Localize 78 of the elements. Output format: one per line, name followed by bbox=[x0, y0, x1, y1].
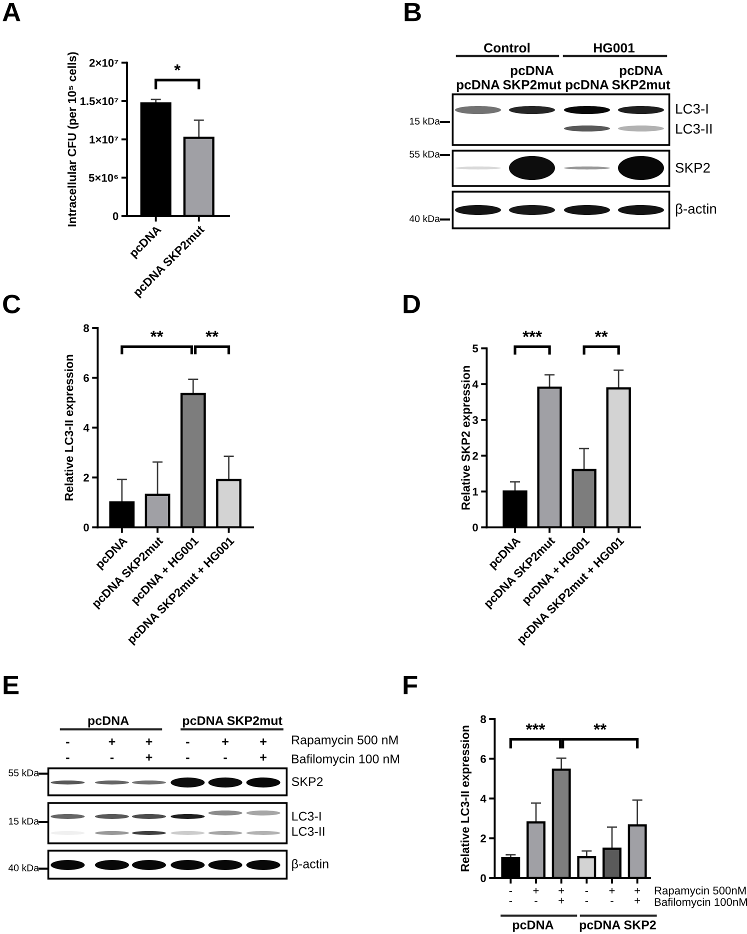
text: LC3-I bbox=[676, 104, 708, 114]
chart-title: A bbox=[2, 2, 20, 22]
annotation: ** bbox=[594, 724, 607, 730]
text: LC3-I bbox=[292, 812, 321, 821]
chart-title: C bbox=[3, 294, 20, 314]
text: β-actin bbox=[292, 859, 328, 871]
text: 55 kDa bbox=[8, 769, 39, 776]
y-tick-label: 0 bbox=[472, 524, 478, 532]
x-tick-label: + - bbox=[609, 888, 615, 902]
text: pcDNA SKP2 bbox=[580, 920, 656, 932]
category-label: + + bbox=[260, 738, 266, 761]
chart-title: F bbox=[404, 676, 418, 694]
annotation: ** bbox=[150, 330, 164, 338]
text: *** bbox=[522, 330, 542, 338]
y-tick-label: 5 bbox=[472, 344, 478, 352]
category-label: - - bbox=[186, 742, 190, 760]
y-axis-title: Relative LC3-II expression bbox=[64, 354, 76, 500]
x-tick-label: + + bbox=[558, 888, 564, 904]
category-label: + - bbox=[222, 738, 228, 760]
y-tick-label: 6 bbox=[84, 374, 89, 382]
y-tick-label: 2 bbox=[84, 474, 89, 482]
text: HG001 bbox=[594, 43, 635, 53]
text: pcDNA bbox=[88, 716, 129, 728]
y-tick-label: 1.5×10⁷ bbox=[80, 97, 118, 106]
annotation: ** bbox=[206, 330, 219, 338]
text: ** bbox=[594, 330, 608, 338]
y-tick-label: 2 bbox=[472, 452, 478, 460]
text: B bbox=[404, 2, 421, 22]
text: 15 kDa bbox=[410, 117, 440, 125]
text: β-actin bbox=[676, 204, 716, 216]
x-tick-label: + - bbox=[533, 888, 539, 902]
y-tick-label: 6 bbox=[480, 755, 486, 763]
y-tick-label: 4 bbox=[472, 380, 478, 388]
y-axis-title: Relative SKP2 expression bbox=[461, 366, 472, 510]
text: Bafilomycin 100nM bbox=[654, 898, 747, 908]
text: pcDNA SKP2mut bbox=[183, 716, 282, 728]
text: Control bbox=[484, 42, 530, 53]
y-tick-label: 2 bbox=[480, 834, 486, 842]
y-tick-label: 4 bbox=[480, 794, 486, 803]
text: 40 kDa bbox=[409, 214, 440, 222]
y-tick-label: 2×10⁷ bbox=[89, 58, 118, 67]
category-label: pcDNA bbox=[566, 80, 609, 92]
y-axis-title: Intracellular CFU (per 10⁵ cells) bbox=[67, 52, 78, 226]
category-label: pcDNA bbox=[456, 80, 500, 92]
text: Rapamycin 500nM bbox=[654, 886, 746, 897]
text: pcDNA bbox=[512, 920, 554, 932]
text: SKP2 bbox=[676, 162, 710, 173]
text: 55 kDa bbox=[410, 150, 440, 158]
y-tick-label: 3 bbox=[472, 416, 478, 424]
y-axis-title: Relative LC3-II expression bbox=[460, 726, 472, 872]
x-tick-label: - - bbox=[585, 891, 588, 902]
y-tick-label: 0 bbox=[84, 524, 89, 532]
text: E bbox=[4, 676, 19, 694]
y-tick-label: 5×10⁶ bbox=[88, 174, 118, 182]
category-label: pcDNA SKP2mut bbox=[503, 66, 562, 90]
text: 40 kDa bbox=[8, 864, 39, 872]
y-tick-label: 4 bbox=[83, 424, 90, 432]
category-label: - - bbox=[66, 742, 70, 760]
category-label: pcDNA SKP2mut bbox=[612, 66, 670, 90]
y-tick-label: 0 bbox=[112, 212, 118, 220]
y-tick-label: 1×10⁷ bbox=[90, 136, 118, 144]
annotation: *** bbox=[526, 724, 546, 730]
annotation: * bbox=[174, 64, 181, 71]
text: SKP2 bbox=[292, 777, 323, 786]
category-label: + - bbox=[108, 738, 116, 760]
y-tick-label: 1 bbox=[472, 488, 478, 496]
text: LC3-II bbox=[292, 827, 324, 836]
y-tick-label: 8 bbox=[480, 715, 486, 724]
text: 15 kDa bbox=[8, 817, 39, 825]
y-tick-label: 0 bbox=[480, 874, 486, 882]
text: Bafilomycin 100 nM bbox=[292, 754, 400, 766]
text: LC3-II bbox=[676, 124, 712, 134]
x-tick-label: - - bbox=[509, 891, 512, 902]
category-label: + + bbox=[146, 738, 152, 761]
y-tick-label: 8 bbox=[84, 324, 90, 332]
text: Rapamycin 500 nM bbox=[292, 735, 398, 747]
x-tick-label: + + bbox=[634, 888, 640, 904]
chart-title: D bbox=[404, 294, 420, 314]
